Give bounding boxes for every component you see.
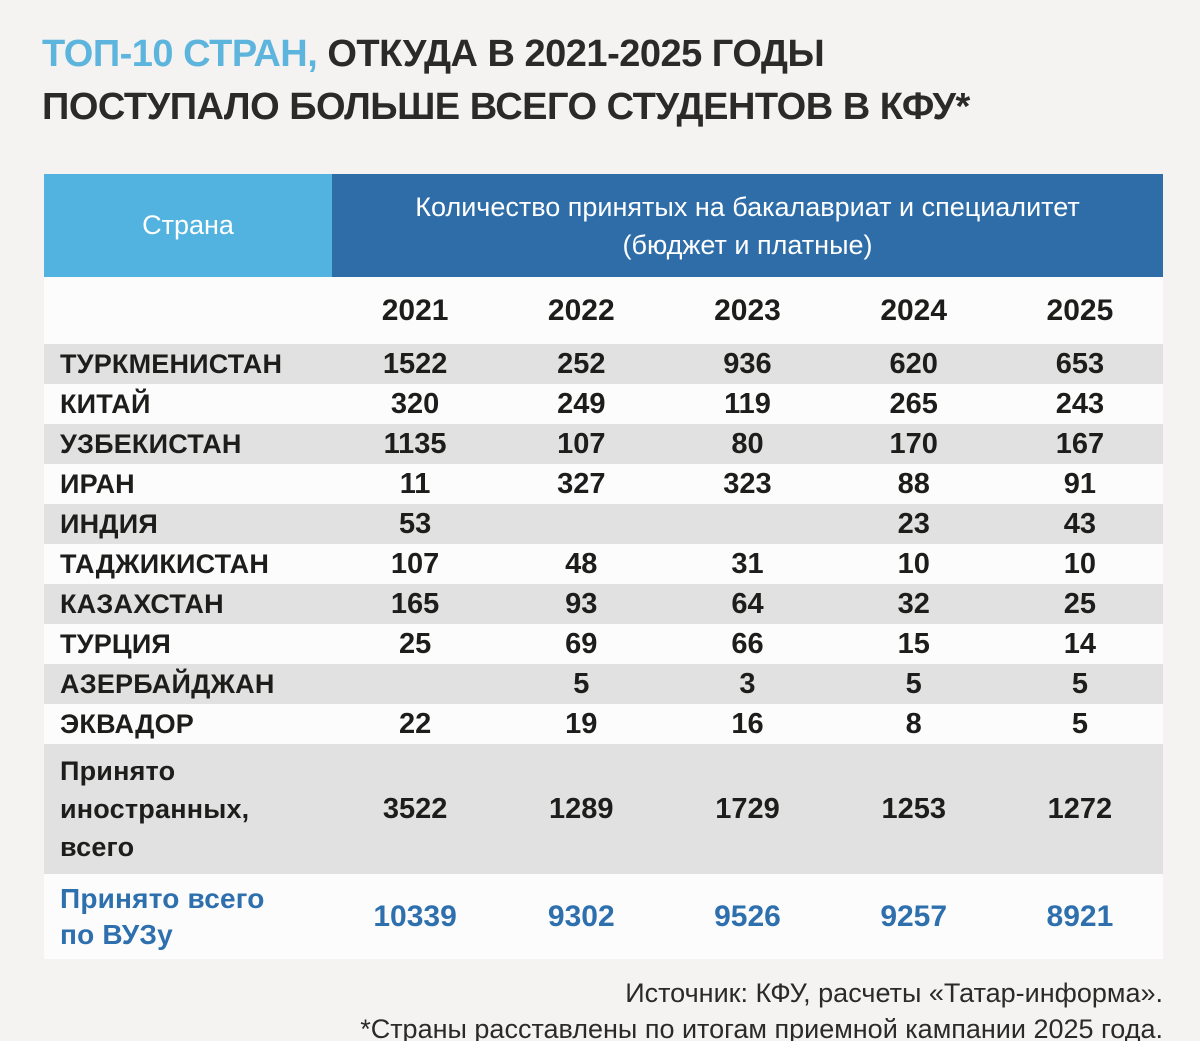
country-label: ЭКВАДОР bbox=[60, 708, 194, 739]
value-cell: 9257 bbox=[880, 899, 948, 933]
country-label: ИРАН bbox=[60, 468, 135, 499]
table-row-ecuador: ЭКВАДОР 22 19 16 8 5 bbox=[44, 704, 1163, 744]
value-cell: 10339 bbox=[373, 899, 457, 933]
value-cell: 93 bbox=[565, 587, 598, 620]
country-label: ТУРКМЕНИСТАН bbox=[60, 348, 283, 379]
page-title-rest: ОТКУДА В 2021-2025 ГОДЫ bbox=[317, 33, 825, 75]
value-cell: 80 bbox=[731, 427, 764, 460]
value-cell: 3 bbox=[739, 667, 756, 700]
value-cell: 1135 bbox=[383, 427, 447, 460]
value-cell: 327 bbox=[557, 467, 606, 500]
table-row-tajikistan: ТАДЖИКИСТАН 107 48 31 10 10 bbox=[44, 544, 1163, 584]
year-header-2024: 2024 bbox=[880, 293, 948, 327]
value-cell: 64 bbox=[731, 587, 764, 620]
value-cell: 1289 bbox=[549, 792, 614, 825]
year-header-2021: 2021 bbox=[381, 293, 449, 327]
value-cell: 107 bbox=[390, 547, 440, 580]
table-row-kazakhstan: КАЗАХСТАН 165 93 64 32 25 bbox=[44, 584, 1163, 624]
value-cell: 69 bbox=[565, 627, 598, 660]
value-cell: 19 bbox=[565, 707, 598, 740]
year-header-2025: 2025 bbox=[1046, 293, 1114, 327]
university-total-label: Принято всего по ВУЗу bbox=[60, 882, 265, 950]
value-cell: 1522 bbox=[382, 347, 448, 380]
foreign-total-label: Принято иностранных, всего bbox=[60, 756, 250, 862]
footer-source: Источник: КФУ, расчеты «Татар-информа». bbox=[625, 978, 1163, 1008]
value-cell: 8921 bbox=[1046, 899, 1114, 933]
table-row-turkmenistan: ТУРКМЕНИСТАН 1522 252 936 620 653 bbox=[44, 344, 1163, 384]
value-cell: 16 bbox=[731, 707, 764, 740]
value-cell: 252 bbox=[557, 347, 606, 380]
table-row-china: КИТАЙ 320 249 119 265 243 bbox=[44, 384, 1163, 424]
country-label: ИНДИЯ bbox=[60, 508, 158, 539]
table-row-azerbaijan: АЗЕРБАЙДЖАН 5 3 5 5 bbox=[44, 664, 1163, 704]
value-cell: 5 bbox=[905, 667, 922, 700]
value-cell: 53 bbox=[398, 507, 432, 540]
value-cell: 11 bbox=[399, 467, 431, 500]
value-cell: 107 bbox=[557, 427, 606, 460]
value-cell: 3522 bbox=[382, 792, 448, 825]
year-header-2023: 2023 bbox=[714, 293, 781, 327]
value-cell: 23 bbox=[897, 507, 930, 540]
page-title: ТОП-10 СТРАН, ОТКУДА В 2021-2025 ГОДЫ ПО… bbox=[42, 28, 1163, 134]
value-cell: 5 bbox=[573, 667, 590, 700]
value-cell: 653 bbox=[1055, 347, 1105, 380]
value-cell: 14 bbox=[1063, 627, 1097, 660]
value-cell: 8 bbox=[905, 707, 922, 740]
year-header-2022: 2022 bbox=[547, 293, 615, 327]
page-title-accent: ТОП-10 СТРАН, bbox=[42, 33, 318, 75]
value-cell: 10 bbox=[1063, 547, 1097, 580]
table-row-university-total: Принято всего по ВУЗу 10339 9302 9526 92… bbox=[44, 874, 1163, 959]
value-cell: 1253 bbox=[881, 792, 946, 825]
footer-note: *Страны расставлены по итогам приемной к… bbox=[360, 1014, 1163, 1041]
value-cell: 10 bbox=[897, 547, 930, 580]
value-cell: 323 bbox=[723, 467, 772, 500]
country-label: ТАДЖИКИСТАН bbox=[60, 548, 270, 579]
value-cell: 165 bbox=[390, 587, 440, 620]
value-cell: 88 bbox=[897, 467, 930, 500]
country-label: УЗБЕКИСТАН bbox=[60, 428, 242, 459]
value-cell: 1272 bbox=[1047, 792, 1113, 825]
value-cell: 243 bbox=[1055, 387, 1105, 420]
table-header-band: Страна Количество принятых на бакалавриа… bbox=[44, 174, 1163, 277]
table-year-header-row: 2021 2022 2023 2024 2025 bbox=[44, 277, 1163, 344]
table-row-turkey: ТУРЦИЯ 25 69 66 15 14 bbox=[44, 624, 1163, 664]
value-cell: 9302 bbox=[547, 899, 615, 933]
value-cell: 9526 bbox=[714, 899, 781, 933]
value-cell: 620 bbox=[889, 347, 938, 380]
value-cell: 43 bbox=[1063, 507, 1097, 540]
value-cell: 936 bbox=[723, 347, 772, 380]
value-cell: 22 bbox=[398, 707, 432, 740]
value-cell: 31 bbox=[731, 547, 764, 580]
value-cell: 320 bbox=[390, 387, 440, 420]
table-row-iran: ИРАН 11 327 323 88 91 bbox=[44, 464, 1163, 504]
column-header-values: Количество принятых на бакалавриат и спе… bbox=[332, 174, 1163, 277]
column-header-country: Страна bbox=[44, 174, 332, 277]
country-label: КАЗАХСТАН bbox=[60, 588, 224, 619]
table-row-foreign-total: Принято иностранных, всего 3522 1289 172… bbox=[44, 744, 1163, 874]
value-cell: 15 bbox=[897, 627, 930, 660]
value-cell: 170 bbox=[889, 427, 938, 460]
value-cell: 25 bbox=[398, 627, 432, 660]
value-cell: 5 bbox=[1071, 667, 1088, 700]
country-label: АЗЕРБАЙДЖАН bbox=[60, 668, 275, 699]
page-title-line2: ПОСТУПАЛО БОЛЬШЕ ВСЕГО СТУДЕНТОВ В КФУ* bbox=[42, 86, 970, 128]
value-cell: 119 bbox=[724, 387, 771, 420]
table-row-india: ИНДИЯ 53 23 43 bbox=[44, 504, 1163, 544]
students-table: Страна Количество принятых на бакалавриа… bbox=[44, 174, 1163, 959]
value-cell: 32 bbox=[897, 587, 930, 620]
value-cell: 167 bbox=[1055, 427, 1105, 460]
country-label: КИТАЙ bbox=[60, 388, 151, 419]
value-cell: 249 bbox=[557, 387, 606, 420]
value-cell: 91 bbox=[1063, 467, 1097, 500]
footer: Источник: КФУ, расчеты «Татар-информа». … bbox=[44, 975, 1163, 1041]
value-cell: 265 bbox=[889, 387, 938, 420]
value-cell: 25 bbox=[1063, 587, 1097, 620]
country-label: ТУРЦИЯ bbox=[60, 628, 172, 659]
value-cell: 66 bbox=[731, 627, 764, 660]
value-cell: 48 bbox=[565, 547, 598, 580]
value-cell: 1729 bbox=[715, 792, 780, 825]
value-cell: 5 bbox=[1071, 707, 1088, 740]
table-row-uzbekistan: УЗБЕКИСТАН 1135 107 80 170 167 bbox=[44, 424, 1163, 464]
